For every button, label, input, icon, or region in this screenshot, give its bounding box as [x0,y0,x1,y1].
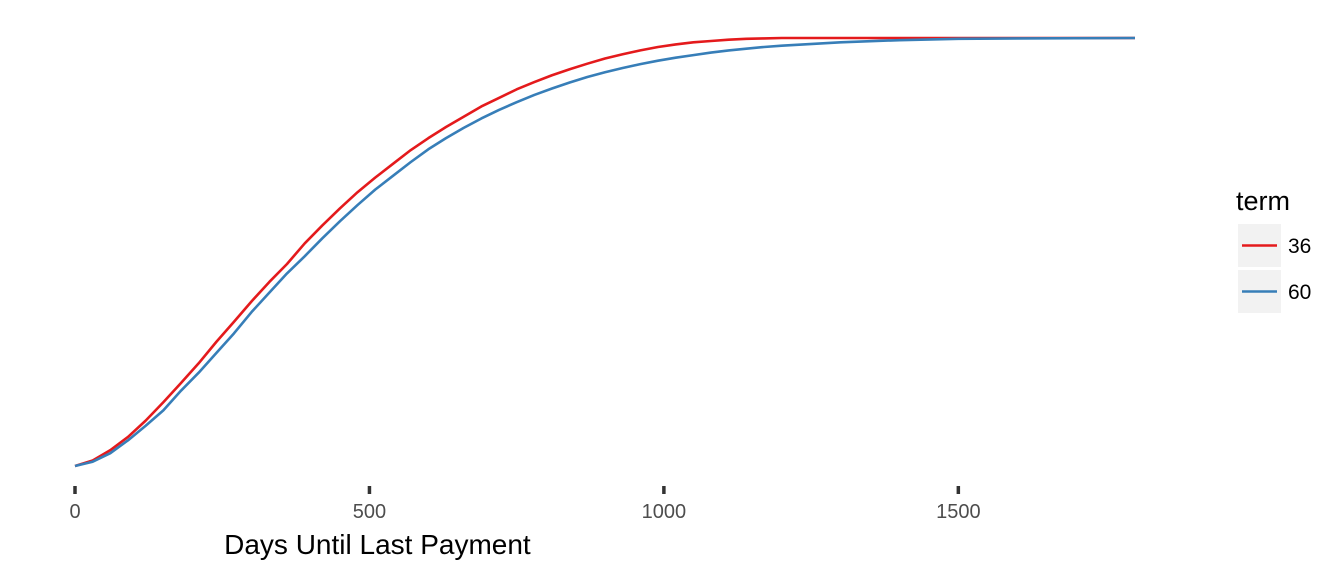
x-tick-label-500: 500 [353,501,386,523]
legend-label-36: 36 [1288,235,1311,258]
x-tick-label-1000: 1000 [642,501,687,523]
legend: term 36 60 [1236,186,1311,313]
legend-label-60: 60 [1288,281,1311,304]
x-tick-label-0: 0 [69,501,80,523]
series-line-60 [74,36,1136,468]
legend-title: term [1236,186,1290,216]
x-tick-label-1500: 1500 [936,501,981,523]
plot-area [74,36,1136,468]
x-axis-title: Days Until Last Payment [224,529,531,560]
series-line-36 [74,36,1135,468]
legend-items: 36 60 [1238,224,1311,313]
x-axis: 0 500 1000 1500 [69,486,981,523]
